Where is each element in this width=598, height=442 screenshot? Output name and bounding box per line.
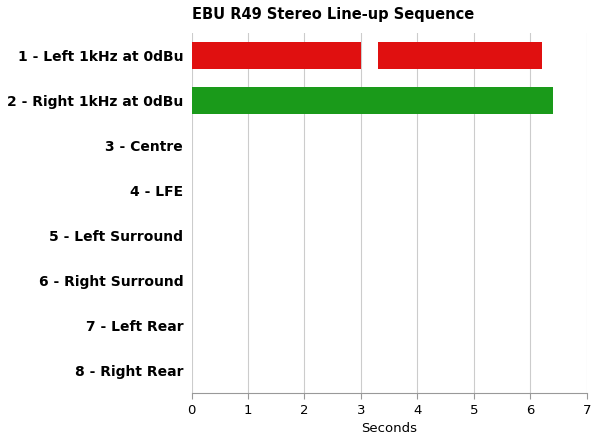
Text: EBU R49 Stereo Line-up Sequence: EBU R49 Stereo Line-up Sequence: [191, 7, 474, 22]
Bar: [191, 87, 553, 114]
Bar: [378, 42, 542, 69]
Bar: [191, 42, 361, 69]
X-axis label: Seconds: Seconds: [361, 422, 417, 435]
